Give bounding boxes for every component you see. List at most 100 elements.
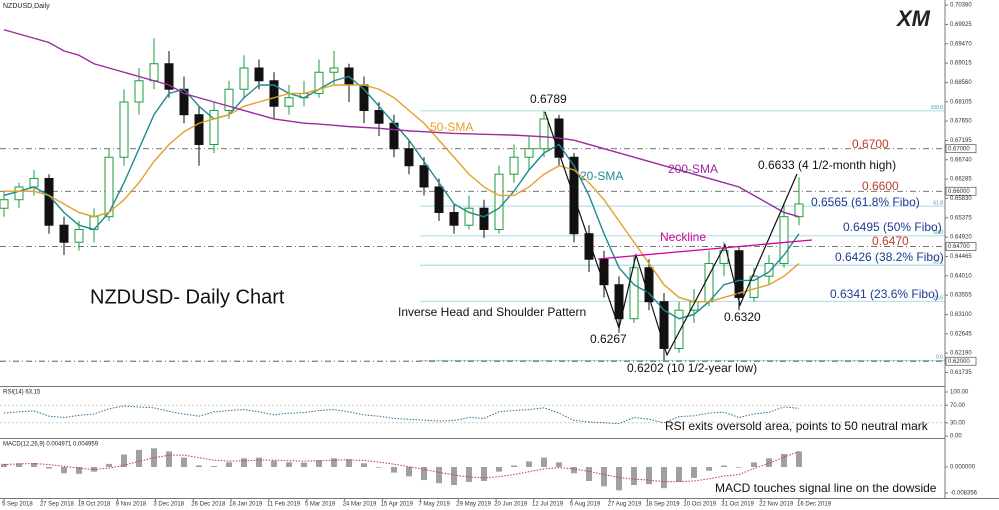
annotation: 0.6633 (4 1/2-month high) <box>758 158 896 172</box>
x-tick-label: 27 Aug 2019 <box>608 502 642 508</box>
candle-body <box>464 207 474 226</box>
candle-body <box>149 63 159 82</box>
candle-body <box>494 173 504 230</box>
candle-body <box>14 186 24 201</box>
macd-bar <box>421 467 427 481</box>
x-tick-label: 12 Jul 2019 <box>532 502 564 508</box>
macd-bar <box>436 467 442 484</box>
macd-bar <box>241 458 247 468</box>
fibo-label: 100.0 <box>930 105 943 111</box>
annotation: 0.6789 <box>530 92 567 106</box>
macd-bar <box>511 465 517 468</box>
candle-body <box>779 216 789 264</box>
candle-body <box>209 109 219 145</box>
macd-bar <box>541 457 547 468</box>
candle-body <box>104 156 114 218</box>
macd-bar <box>796 451 802 468</box>
y-tick-label: 0.64465 <box>950 254 972 260</box>
candle-body <box>659 301 669 349</box>
macd-bar <box>676 467 682 482</box>
macd-bar <box>391 467 397 473</box>
level-label: 0.67000 <box>948 146 970 152</box>
y-tick-label: 0.64010 <box>950 273 972 279</box>
annotation: 0.6565 (61.8% Fibo) <box>811 195 920 209</box>
x-tick-label: 5 Mar 2019 <box>305 502 336 508</box>
macd-bar <box>706 467 712 471</box>
fibo-label: 23.6 <box>933 296 943 302</box>
candle-body <box>404 148 414 167</box>
candle-body <box>479 207 489 230</box>
macd-bar <box>691 467 697 478</box>
y-tick-label: 0.68560 <box>950 80 972 86</box>
candle-body <box>134 80 144 103</box>
candle-body <box>314 71 324 94</box>
annotation: 0.6495 (50% Fibo) <box>843 220 942 234</box>
y-tick-label: 0.66285 <box>950 177 972 183</box>
macd-bar <box>406 467 412 477</box>
x-tick-label: 31 Oct 2019 <box>721 502 754 508</box>
y-tick-label: 0.63100 <box>950 312 972 318</box>
sma-line <box>4 84 800 303</box>
level-box <box>945 242 977 251</box>
pattern-zigzag <box>544 111 798 357</box>
candle-body <box>794 203 804 218</box>
candle-body <box>614 284 624 320</box>
x-tick-label: 29 May 2019 <box>456 502 491 508</box>
candle-body <box>0 199 9 209</box>
y-tick-label: 0.70380 <box>950 3 972 9</box>
macd-bar <box>361 463 367 468</box>
candle-body <box>119 101 129 158</box>
y-tick-label: 0.69925 <box>950 22 972 28</box>
macd-bar <box>556 462 562 468</box>
y-tick-label: 0.66740 <box>950 157 972 163</box>
logo: XM <box>895 6 931 31</box>
macd-bar <box>661 467 667 489</box>
candle-body <box>434 186 444 213</box>
x-tick-label: 26 Dec 2018 <box>191 502 226 508</box>
signal-line <box>3 451 800 483</box>
y-tick-label: -0.008356 <box>950 491 978 497</box>
candle-body <box>449 211 459 226</box>
candle-body <box>254 67 264 82</box>
macd-bar <box>586 467 592 482</box>
candle-body <box>629 267 639 320</box>
annotation: 0.6600 <box>862 179 899 193</box>
y-tick-label: 0.000000 <box>950 465 976 471</box>
x-tick-label: 15 Apr 2019 <box>381 502 414 508</box>
x-tick-label: 18 Jan 2019 <box>229 502 263 508</box>
y-tick-label: 0.63555 <box>950 293 972 299</box>
rsi-note: RSI exits oversold area, points to 50 ne… <box>665 419 929 433</box>
macd-bar <box>766 458 772 468</box>
fibo-label: 0.0 <box>936 355 943 361</box>
macd-bar <box>526 461 532 468</box>
y-tick-label: 0.68105 <box>950 99 972 105</box>
fibo-label: 38.2 <box>933 259 943 265</box>
x-tick-label: 18 Sep 2019 <box>646 502 681 508</box>
level-label: 0.62000 <box>948 359 970 365</box>
annotation: 0.6470 <box>872 234 909 248</box>
x-tick-label: 7 May 2019 <box>418 502 450 508</box>
y-tick-label: 0.65830 <box>950 196 972 202</box>
macd-bar <box>166 451 172 468</box>
macd-bar <box>376 467 382 468</box>
y-tick-label: 30.00 <box>950 420 966 426</box>
level-box <box>945 144 977 154</box>
y-tick-label: 100.00 <box>950 390 969 396</box>
candle-body <box>224 88 234 111</box>
rsi-line <box>3 405 800 425</box>
annotation: 0.6341 (23.6% Fibo) <box>830 287 939 301</box>
fibo-label: 61.8 <box>933 200 943 206</box>
sma-label: 200-SMA <box>668 162 718 176</box>
x-tick-label: 3 Dec 2018 <box>153 502 184 508</box>
candle-body <box>284 97 294 107</box>
candle-body <box>59 224 69 243</box>
candle-body <box>374 109 384 124</box>
macd-bar <box>301 462 307 468</box>
candle-body <box>524 148 534 158</box>
macd-bar <box>481 467 487 482</box>
macd-bar <box>781 453 787 468</box>
macd-bar <box>31 462 37 468</box>
macd-bar <box>616 467 622 491</box>
rsi-title: RSI(14) 63.15 <box>3 390 41 396</box>
candle-body <box>239 67 249 90</box>
